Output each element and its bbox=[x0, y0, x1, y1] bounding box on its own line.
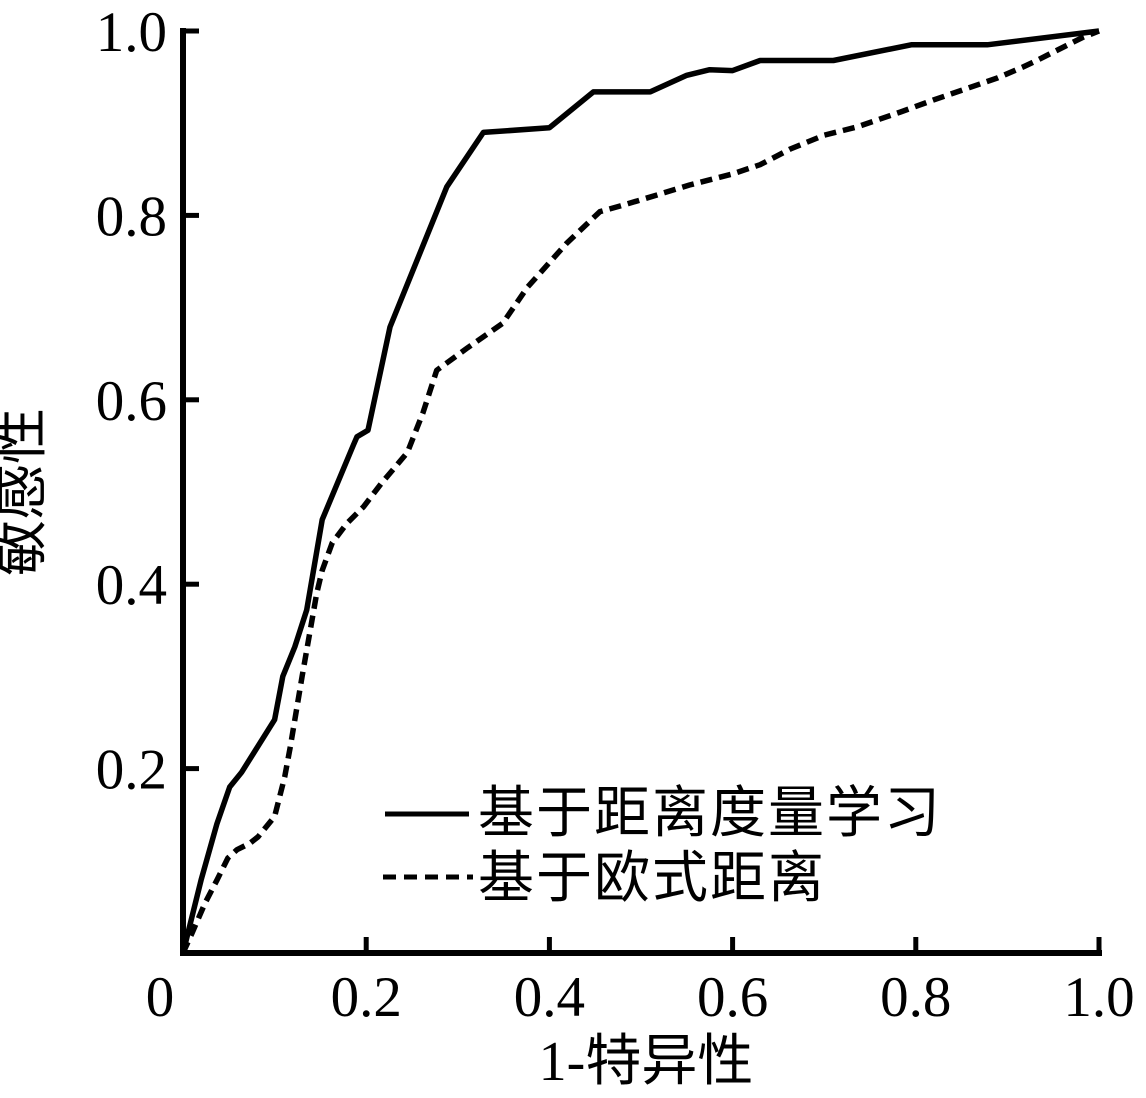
y-tick-label: 0.6 bbox=[96, 370, 167, 433]
legend: 基于距离度量学习 基于欧式距离 bbox=[383, 783, 942, 910]
x-tick-label: 1.0 bbox=[1063, 966, 1134, 1029]
axes bbox=[180, 28, 1102, 956]
x-tick-label: 0 bbox=[146, 966, 175, 1029]
y-tick-label: 0.8 bbox=[96, 185, 167, 248]
series-line-metric-learning bbox=[180, 28, 1100, 954]
y-axis-label: 敏感性 bbox=[0, 408, 53, 576]
x-axis-label: 1-特异性 bbox=[539, 1031, 754, 1093]
legend-label-euclidean: 基于欧式距离 bbox=[478, 848, 826, 910]
series-lines bbox=[180, 28, 1101, 955]
x-tick-label: 0.6 bbox=[697, 966, 768, 1029]
y-tick-label: 0.2 bbox=[96, 739, 167, 802]
y-tick-label: 0.4 bbox=[96, 554, 167, 617]
x-tick-label: 0.8 bbox=[880, 966, 951, 1029]
series-line-euclidean bbox=[180, 28, 1101, 955]
x-ticks: 0 0.2 0.4 0.6 0.8 1.0 bbox=[146, 937, 1135, 1029]
y-tick-label: 1.0 bbox=[96, 1, 167, 64]
y-ticks: 0.2 0.4 0.6 0.8 1.0 bbox=[96, 1, 199, 802]
x-tick-label: 0.2 bbox=[331, 966, 402, 1029]
legend-label-metric-learning: 基于距离度量学习 bbox=[478, 783, 942, 845]
x-tick-label: 0.4 bbox=[514, 966, 585, 1029]
